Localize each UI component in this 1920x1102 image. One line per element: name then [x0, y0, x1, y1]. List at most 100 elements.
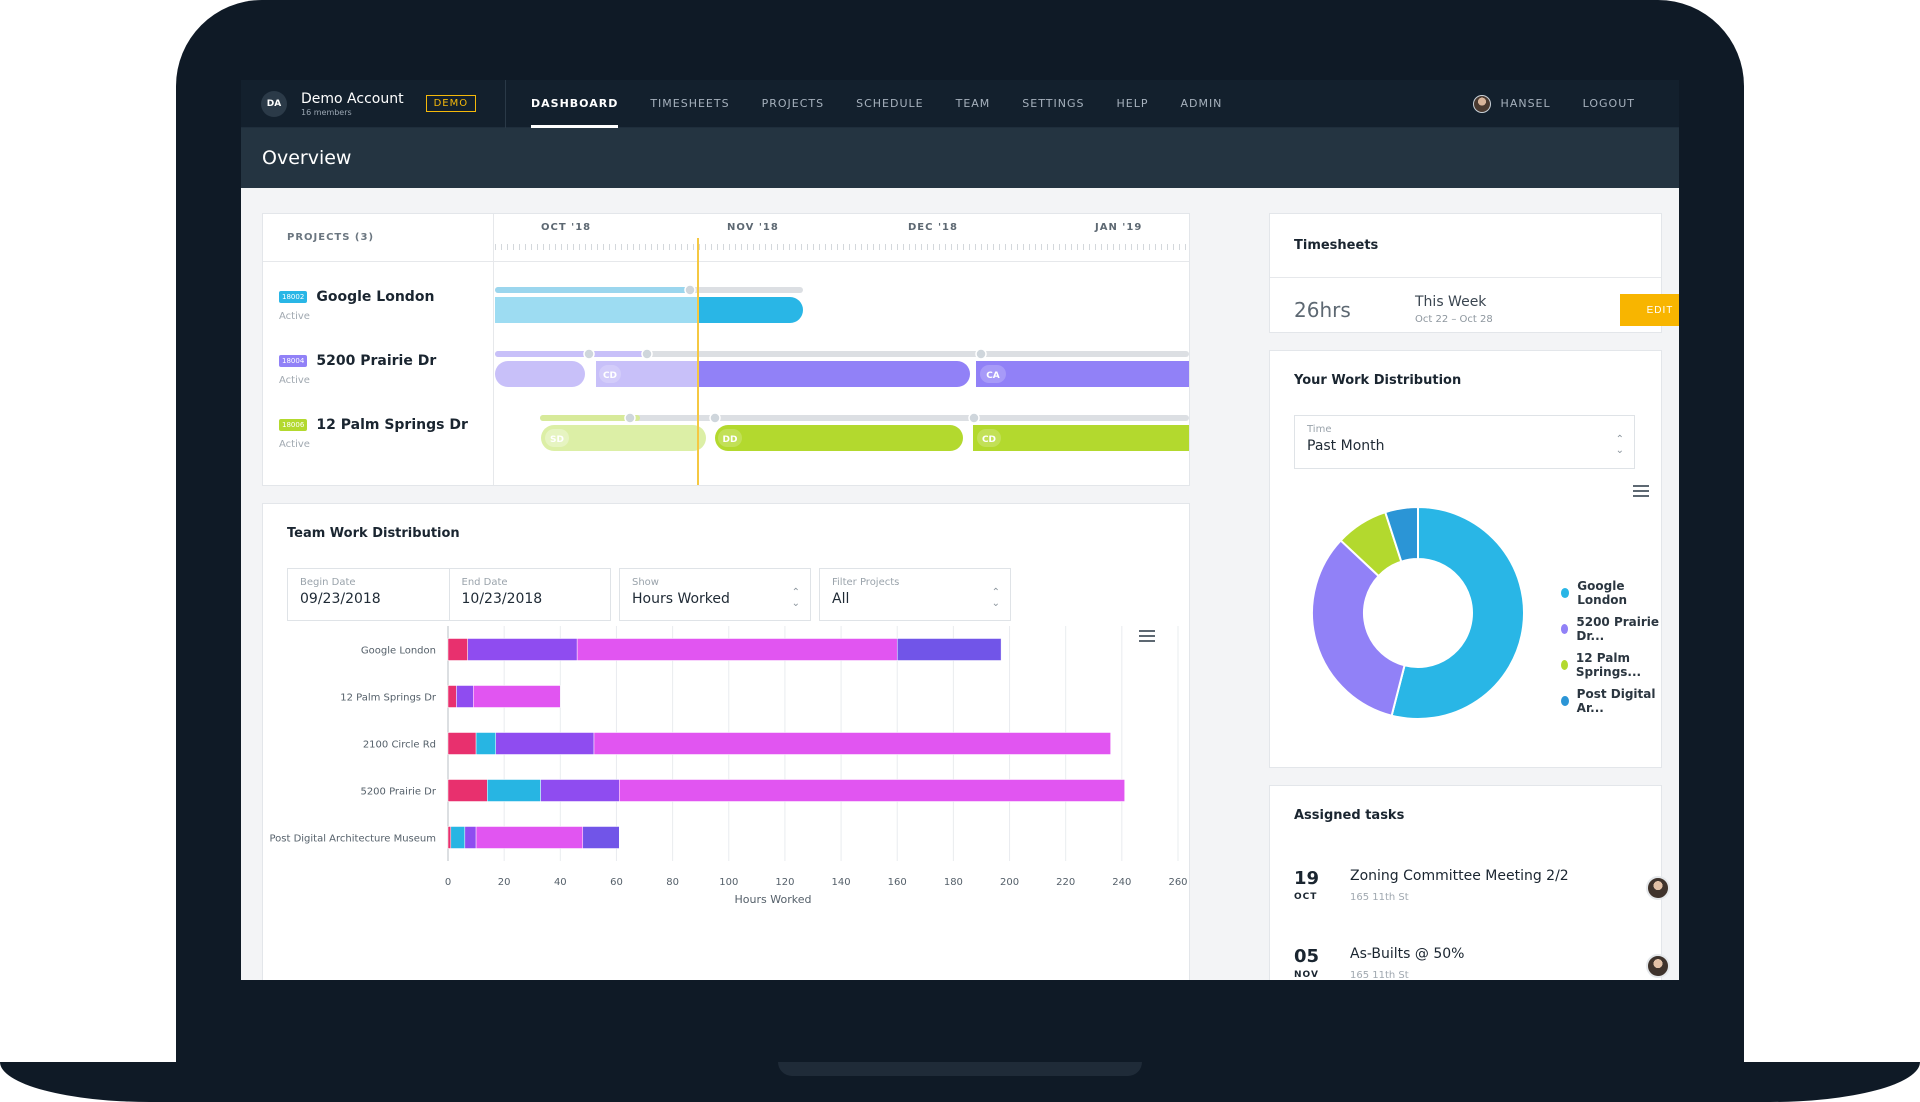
assignee-avatar[interactable] — [1646, 954, 1670, 978]
card-title: Timesheets — [1294, 238, 1379, 253]
bar-segment[interactable] — [467, 638, 578, 661]
gantt-progress — [495, 287, 690, 293]
bar-segment[interactable] — [619, 779, 1125, 802]
nav-help[interactable]: HELP — [1116, 97, 1149, 110]
donut-menu-icon[interactable] — [1633, 485, 1649, 497]
y-category-label: 12 Palm Springs Dr — [340, 693, 437, 704]
gantt-progress — [495, 351, 645, 357]
bar-segment[interactable] — [475, 732, 496, 755]
x-tick-label: 140 — [832, 877, 851, 888]
phase-label-cd: CD — [603, 371, 617, 381]
x-tick-label: 20 — [498, 877, 511, 888]
project-row-12-palm-springs[interactable]: 18006 12 Palm Springs Dr Active — [279, 414, 468, 450]
month-label: NOV '18 — [727, 222, 779, 233]
gantt-bar-phase-ca[interactable] — [976, 361, 1189, 387]
task-day: 05 — [1294, 946, 1320, 967]
milestone-icon[interactable] — [975, 348, 987, 360]
milestone-icon[interactable] — [583, 348, 595, 360]
time-select[interactable]: Time Past Month ⌃ ⌄ — [1294, 415, 1635, 469]
nav-settings[interactable]: SETTINGS — [1022, 97, 1085, 110]
bar-segment[interactable] — [473, 685, 561, 708]
donut-legend: Google London 5200 Prairie Dr... 12 Palm… — [1561, 579, 1661, 723]
nav-team[interactable]: TEAM — [955, 97, 991, 110]
end-date-field[interactable]: End Date 10/23/2018 — [448, 569, 611, 620]
your-work-distribution-card: Your Work Distribution Time Past Month ⌃… — [1269, 350, 1662, 768]
nav-admin[interactable]: ADMIN — [1180, 97, 1223, 110]
projects-count-label: PROJECTS (3) — [287, 232, 375, 243]
time-value: Past Month — [1307, 438, 1385, 454]
work-donut-chart — [1311, 505, 1525, 720]
gantt-bar-phase-cd[interactable] — [973, 425, 1189, 451]
phase-label-cd-2: CD — [982, 435, 996, 445]
milestone-icon[interactable] — [641, 348, 653, 360]
donut-slice[interactable] — [1390, 505, 1525, 720]
bar-segment[interactable] — [456, 685, 474, 708]
bar-segment[interactable] — [447, 685, 457, 708]
bar-segment[interactable] — [447, 638, 468, 661]
nav-timesheets[interactable]: TIMESHEETS — [650, 97, 730, 110]
gantt-bar-phase-dd[interactable] — [715, 425, 963, 451]
x-tick-label: 220 — [1056, 877, 1075, 888]
bar-segment[interactable] — [447, 732, 477, 755]
milestone-icon[interactable] — [624, 412, 636, 424]
bar-segment[interactable] — [475, 826, 584, 849]
gantt-bar-cap — [976, 361, 1002, 387]
bar-segment[interactable] — [495, 732, 595, 755]
logout-link[interactable]: LOGOUT — [1582, 97, 1635, 110]
show-value: Hours Worked — [632, 591, 730, 607]
bar-segment[interactable] — [576, 638, 898, 661]
bar-segment[interactable] — [464, 826, 477, 849]
phase-label-sd: SD — [550, 435, 564, 445]
milestone-icon[interactable] — [968, 412, 980, 424]
field-label: End Date — [461, 577, 508, 588]
gantt-bar-phase-sd[interactable] — [541, 425, 706, 451]
chart-filters: Begin Date 09/23/2018 End Date 10/23/201… — [287, 568, 1011, 621]
app-screen: DA Demo Account 16 members DEMO DASHBOAR… — [241, 80, 1679, 980]
bar-segment[interactable] — [447, 779, 488, 802]
top-nav: DA Demo Account 16 members DEMO DASHBOAR… — [241, 80, 1679, 128]
gantt-bar-phase[interactable] — [495, 361, 585, 387]
bar-segment[interactable] — [487, 779, 541, 802]
show-select[interactable]: Show Hours Worked ⌃ ⌄ — [619, 568, 811, 621]
task-item[interactable]: 19 OCT Zoning Committee Meeting 2/2 165 … — [1294, 868, 1569, 903]
bar-segment[interactable] — [896, 638, 1002, 661]
project-code: 18002 — [279, 290, 308, 303]
chart-menu-icon[interactable] — [1139, 630, 1155, 642]
legend-item[interactable]: 12 Palm Springs... — [1561, 651, 1661, 679]
nav-schedule[interactable]: SCHEDULE — [856, 97, 924, 110]
x-tick-label: 100 — [719, 877, 738, 888]
user-avatar[interactable] — [1472, 94, 1491, 113]
x-tick-label: 60 — [610, 877, 623, 888]
assignee-avatar[interactable] — [1646, 876, 1670, 900]
nav-user[interactable]: HANSEL — [1500, 97, 1551, 110]
begin-date-value: 09/23/2018 — [300, 591, 381, 607]
donut-slice[interactable] — [1311, 539, 1406, 717]
chevron-updown-icon: ⌃ ⌄ — [1615, 434, 1624, 456]
x-tick-label: 120 — [775, 877, 794, 888]
bar-segment[interactable] — [447, 826, 452, 849]
filter-projects-select[interactable]: Filter Projects All ⌃ ⌄ — [819, 568, 1011, 621]
gantt-progress — [540, 415, 640, 421]
project-row-google-london[interactable]: 18002 Google London Active — [279, 286, 434, 322]
donut-slice[interactable] — [1383, 505, 1419, 563]
bar-segment[interactable] — [540, 779, 620, 802]
bar-segment[interactable] — [593, 732, 1111, 755]
legend-item[interactable]: Post Digital Ar... — [1561, 687, 1661, 715]
nav-dashboard[interactable]: DASHBOARD — [531, 80, 619, 128]
milestone-icon[interactable] — [684, 284, 696, 296]
filter-value: All — [832, 591, 850, 607]
account-switcher[interactable]: DA Demo Account 16 members DEMO — [241, 80, 506, 128]
nav-projects[interactable]: PROJECTS — [761, 97, 825, 110]
bar-segment[interactable] — [582, 826, 620, 849]
legend-item[interactable]: 5200 Prairie Dr... — [1561, 615, 1661, 643]
begin-date-field[interactable]: Begin Date 09/23/2018 — [288, 569, 449, 620]
legend-item[interactable]: Google London — [1561, 579, 1661, 607]
task-item[interactable]: 05 NOV As-Builts @ 50% 165 11th St — [1294, 946, 1464, 980]
milestone-icon[interactable] — [709, 412, 721, 424]
bar-segment[interactable] — [450, 826, 466, 849]
account-name: Demo Account — [301, 90, 404, 107]
edit-timesheet-button[interactable]: EDIT — [1620, 294, 1679, 326]
legend-label: 12 Palm Springs... — [1575, 651, 1642, 679]
chevron-updown-icon: ⌃ ⌄ — [991, 587, 1000, 609]
project-row-5200-prairie[interactable]: 18004 5200 Prairie Dr Active — [279, 350, 436, 386]
